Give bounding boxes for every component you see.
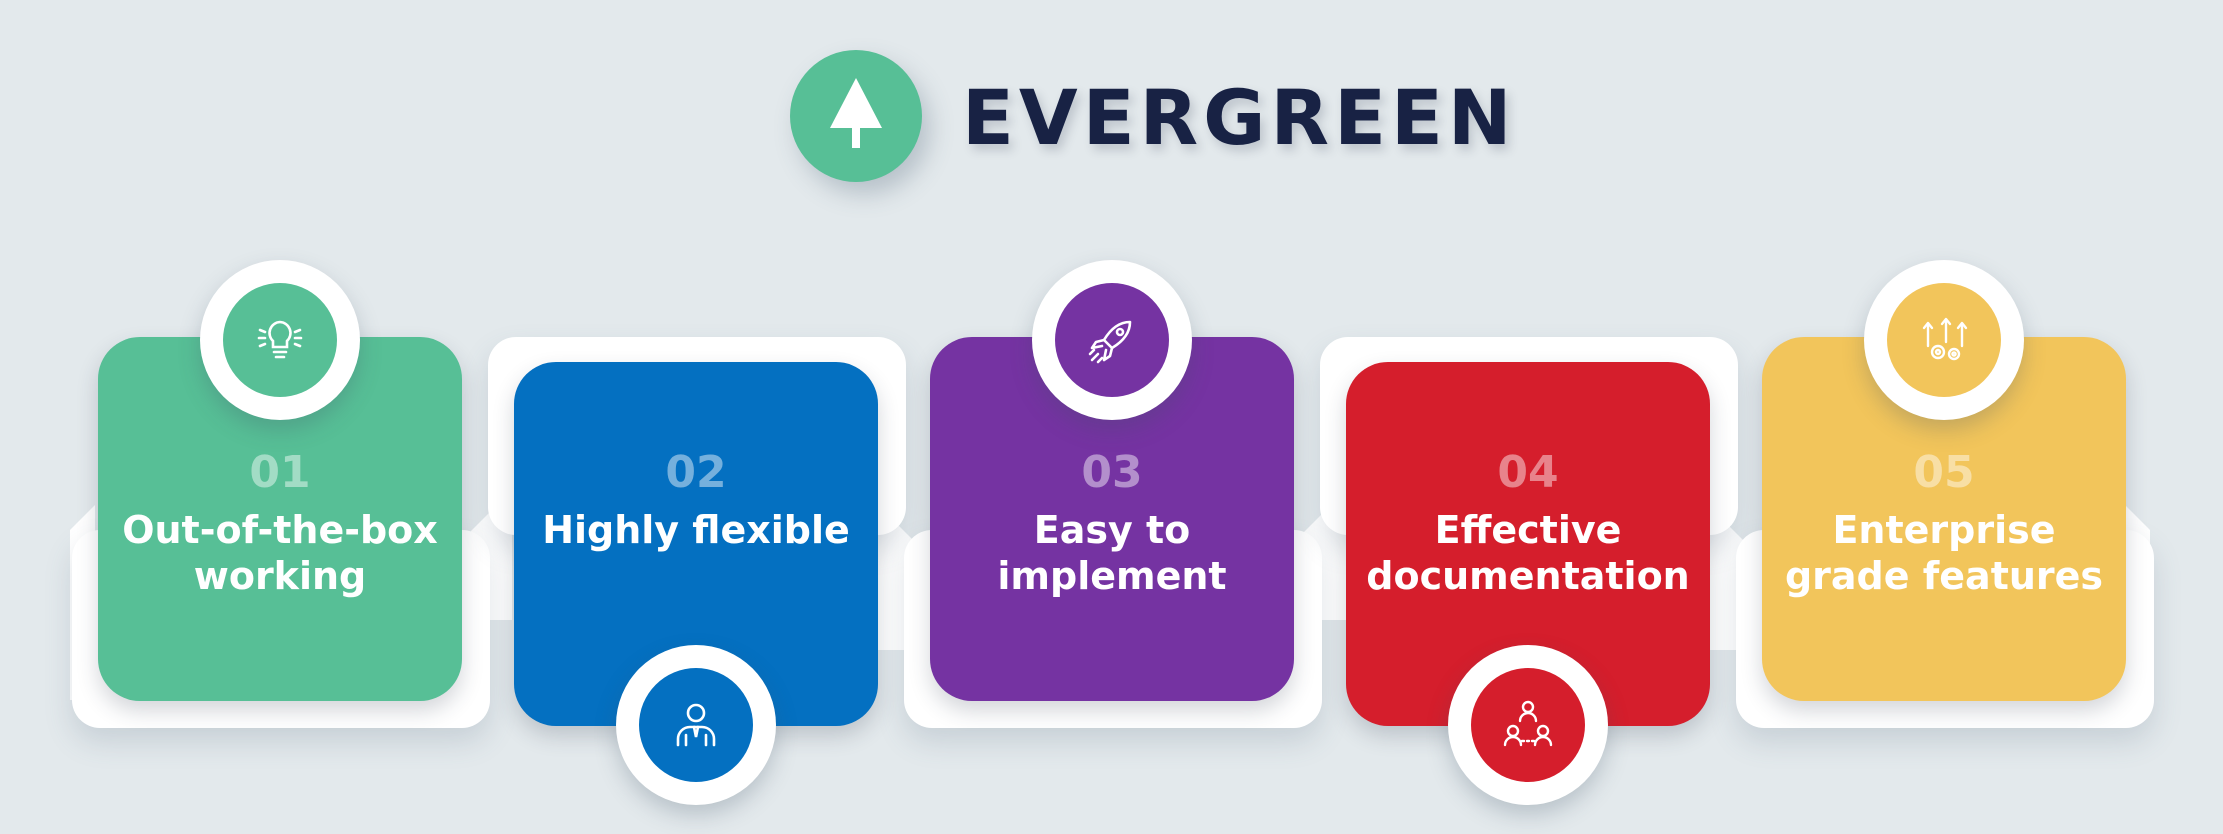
logo-badge <box>790 50 922 182</box>
step-4-label-line-2: documentation <box>1366 554 1690 598</box>
step-2-number: 02 <box>665 447 727 498</box>
step-3-card: 03 Easy to implement <box>930 337 1294 701</box>
step-4-badge <box>1471 668 1585 782</box>
step-3-badge <box>1055 283 1169 397</box>
step-1-badge <box>223 283 337 397</box>
step-1-icon-ring <box>200 260 360 420</box>
step-5-label-line-1: Enterprise <box>1832 508 2056 552</box>
gears-growth-icon <box>1922 317 1968 361</box>
page-title: EVERGREEN <box>962 73 1517 162</box>
rocket-icon <box>1088 320 1132 364</box>
step-3-icon-ring <box>1032 260 1192 420</box>
step-3-label-line-2: implement <box>997 554 1227 598</box>
step-4-number: 04 <box>1497 447 1559 498</box>
step-4-label-line-1: Effective <box>1434 508 1622 552</box>
step-5-number: 05 <box>1913 447 1975 498</box>
lightbulb-icon <box>257 320 303 359</box>
step-5-label-line-2: grade features <box>1784 554 2104 598</box>
step-3-label-line-1: Easy to <box>1033 508 1191 552</box>
step-1-label-line-2: working <box>193 554 367 598</box>
step-1-label-line-1: Out-of-the-box <box>122 508 438 552</box>
step-2-badge <box>639 668 753 782</box>
step-4-icon-ring <box>1448 645 1608 805</box>
step-5-badge <box>1887 283 2001 397</box>
team-network-icon <box>1503 700 1553 747</box>
person-icon <box>676 703 716 747</box>
step-5-icon-ring <box>1864 260 2024 420</box>
tree-icon <box>830 78 882 148</box>
step-1-number: 01 <box>249 447 311 498</box>
step-2-icon-ring <box>616 645 776 805</box>
step-2-label-line-1: Highly flexible <box>542 508 850 552</box>
step-3-number: 03 <box>1081 447 1143 498</box>
